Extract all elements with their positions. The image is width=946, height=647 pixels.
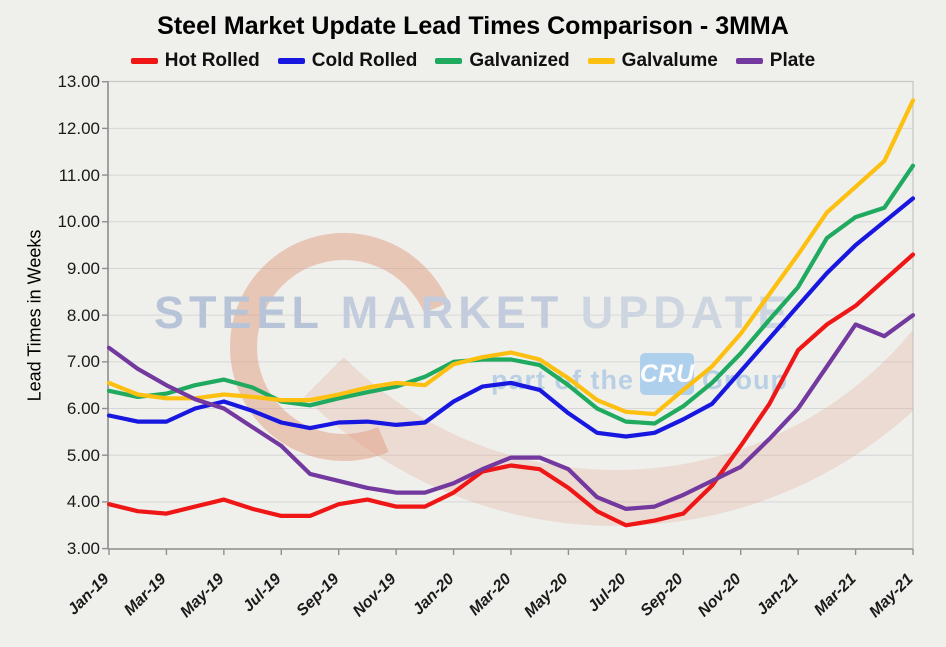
y-tick-label: 3.00: [66, 539, 100, 559]
legend-swatch-icon: [587, 58, 615, 64]
watermark-word-market: MARKET: [340, 287, 564, 338]
y-tick-label: 10.00: [57, 212, 100, 232]
y-tick-label: 4.00: [66, 492, 100, 512]
legend-item-galvalume: Galvalume: [587, 50, 718, 72]
legend-item-cold-rolled: Cold Rolled: [277, 50, 418, 72]
y-tick-label: 9.00: [66, 258, 100, 278]
chart-title: Steel Market Update Lead Times Compariso…: [157, 12, 789, 40]
watermark-word-steel: STEEL: [154, 287, 324, 338]
line-galvanized: [106, 163, 916, 426]
legend-label: Galvanized: [469, 50, 570, 71]
legend-label: Plate: [769, 50, 816, 71]
legend-swatch-icon: [435, 58, 463, 64]
line-cold-rolled: [106, 196, 916, 439]
y-tick-label: 13.00: [57, 72, 100, 92]
legend-item-hot-rolled: Hot Rolled: [130, 50, 260, 72]
line-plate: [106, 313, 916, 511]
legend: Hot Rolled Cold Rolled Galvanized Galvalume…: [0, 50, 946, 72]
legend-swatch-icon: [735, 58, 763, 64]
y-tick-label: 8.00: [66, 305, 100, 325]
legend-item-galvanized: Galvanized: [435, 50, 570, 72]
legend-label: Cold Rolled: [311, 50, 418, 71]
legend-label: Galvalume: [621, 50, 718, 71]
y-tick-label: 5.00: [66, 445, 100, 465]
y-tick-label: 7.00: [66, 352, 100, 372]
watermark-steel-market-update: STEEL MARKET UPDATE: [154, 287, 894, 339]
y-tick-label: 12.00: [57, 118, 100, 138]
legend-swatch-icon: [130, 58, 158, 64]
legend-label: Hot Rolled: [164, 50, 260, 71]
y-tick-label: 11.00: [58, 165, 100, 185]
line-galvalume: [106, 98, 916, 417]
y-tick-label: 6.00: [66, 399, 100, 419]
legend-item-plate: Plate: [735, 50, 816, 72]
line-hot-rolled: [106, 252, 916, 528]
watermark-word-update: UPDATE: [580, 287, 793, 338]
legend-swatch-icon: [277, 58, 305, 64]
